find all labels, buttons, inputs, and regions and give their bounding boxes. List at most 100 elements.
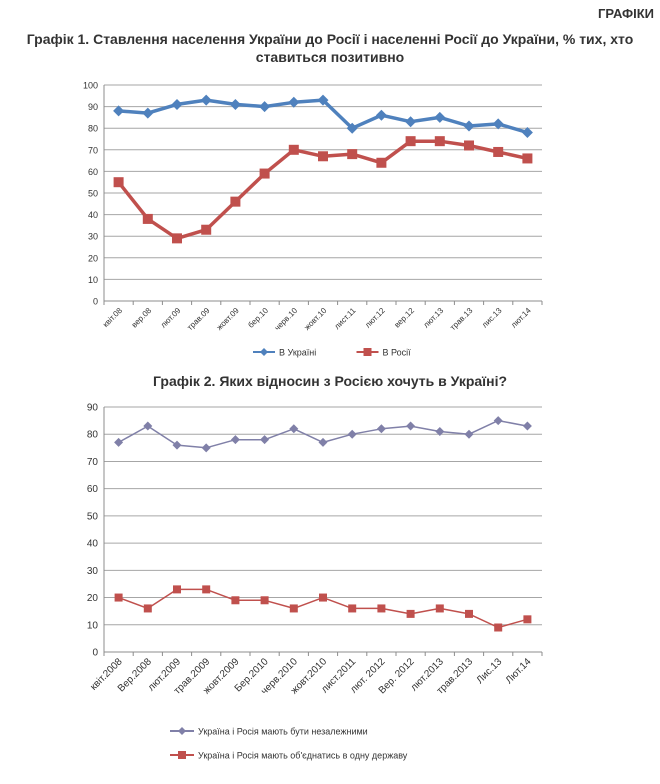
chart-1-x-tick-label: лют.13	[422, 306, 446, 330]
chart-1-series-1-point	[288, 96, 300, 108]
chart-2-series-1-point	[114, 437, 124, 447]
chart-2-series-2-point	[523, 615, 532, 624]
chart-2-series-2-point	[494, 623, 503, 632]
chart-1-series-2-point	[142, 213, 153, 224]
chart-1-y-tick-label: 30	[88, 232, 98, 242]
chart-1-series-2-point	[434, 136, 445, 147]
chart-1-series-1-point	[492, 118, 504, 130]
chart-2-series-2-point	[114, 593, 123, 602]
chart-1-series-2-point	[259, 168, 270, 179]
chart-1-y-tick-label: 100	[83, 81, 98, 91]
chart-1-series-2-point	[405, 136, 416, 147]
chart-2-plot: 0102030405060708090квіт.2008Вер.2008лют.…	[87, 403, 543, 761]
chart-1-y-tick-label: 90	[88, 102, 98, 112]
chart-1-y-tick-label: 70	[88, 145, 98, 155]
chart-2-y-tick-label: 70	[87, 457, 99, 468]
chart-1-series-1-point	[142, 107, 154, 119]
chart-1-x-tick-label: лис.13	[480, 306, 504, 330]
chart-2-series-2-point	[377, 604, 386, 613]
chart-1-legend-marker-2	[363, 348, 372, 356]
chart-1-series-2-point	[113, 177, 124, 188]
chart-2-series-1-point	[376, 424, 386, 434]
chart-1-series-2-point	[230, 196, 241, 207]
chart-1-series-1-point	[113, 105, 125, 117]
chart-2-y-tick-label: 10	[87, 620, 99, 631]
chart-1-y-tick-label: 10	[88, 275, 98, 285]
chart-2-y-tick-label: 80	[87, 430, 99, 441]
chart-2-series-1-point	[347, 429, 357, 439]
chart-1-series-1-point	[405, 116, 417, 128]
chart-2-y-tick-label: 30	[87, 566, 99, 577]
chart-2-series-1-point	[230, 435, 240, 445]
chart-1-plot: 0 10 20 30 40 50 60 70 80 90 100 квіт.08 вер.08 лют.0…	[83, 81, 543, 358]
chart-1-x-tick-label: жовт.10	[302, 306, 328, 332]
chart-2-series-1-point	[143, 421, 153, 431]
chart-1-series-2-point	[318, 151, 328, 162]
chart-1-x-tick-label: лют.14	[509, 306, 533, 330]
chart-1-series-2-point	[288, 144, 299, 155]
chart-1-x-tick-label: трав.13	[448, 306, 475, 333]
chart-1-series-1-point	[521, 127, 533, 139]
chart-1-x-tick-label: черв.10	[273, 306, 300, 333]
chart-1-series-2-point	[347, 149, 358, 160]
chart-2-series-2-point	[143, 604, 152, 613]
chart-2-series-2-point	[289, 604, 298, 613]
chart-2-y-tick-label: 50	[87, 511, 99, 522]
chart-1-series-1-point	[229, 98, 241, 110]
chart-1-y-tick-label: 0	[93, 297, 98, 307]
chart-2-y-tick-label: 90	[87, 403, 99, 414]
chart-1-series-1-point	[259, 101, 271, 113]
chart-1-x-tick-label: жовт.09	[215, 306, 241, 332]
chart-1-x-tick-label: лют.09	[159, 306, 183, 330]
chart-1-series-2-point	[464, 140, 474, 151]
chart-1-series-1-point	[434, 111, 446, 123]
chart-1-legend-label-1: В Україні	[279, 348, 316, 358]
chart-1-x-tick-label: бер.10	[246, 306, 270, 330]
chart-2-series-2-point	[202, 585, 211, 594]
chart-1-x-tick-label: лют.12	[363, 306, 387, 330]
chart-1-y-tick-label: 50	[88, 189, 98, 199]
chart-1-x-tick-label: лист.11	[333, 306, 358, 331]
chart-1-y-tick-label: 80	[88, 124, 98, 134]
chart-1-series-2-point	[522, 153, 533, 164]
chart-2-y-tick-label: 60	[87, 484, 99, 495]
chart-1-legend-label-2: В Росії	[383, 348, 412, 358]
chart-1-series-1-point	[200, 94, 212, 106]
chart-1-title: Графік 1. Ставлення населення України до…	[26, 31, 634, 65]
chart-2-y-tick-label: 20	[87, 593, 99, 604]
chart-2-y-tick-label: 40	[87, 539, 99, 550]
chart-2-series-1-point	[493, 416, 503, 426]
chart-1-series-1-point	[317, 94, 329, 106]
chart-1-series-2-point	[172, 233, 182, 244]
chart-1-x-tick-label: трав.09	[185, 306, 212, 333]
chart-2-series-2-point	[319, 593, 327, 602]
chart-2-series-1-point	[464, 429, 474, 439]
chart-2-series-2-point	[348, 604, 357, 613]
chart-1-x-tick-label: вер.12	[393, 306, 417, 330]
chart-1-y-tick-label: 40	[88, 210, 98, 220]
section-label: ГРАФІКИ	[598, 6, 654, 21]
chart-1-series-2-point	[376, 157, 387, 168]
chart-2-series-1-point	[435, 427, 445, 436]
chart-2-x-tick-label: Лют.14	[504, 656, 534, 686]
chart-2-series-1-point	[406, 421, 416, 431]
chart-2-legend-label-2: Україна і Росія мають об'єднатись в одну…	[198, 751, 408, 761]
chart-2-x-tick-label: Лис.13	[475, 656, 505, 686]
chart-2-series-1-point	[172, 440, 182, 450]
chart-1-series-1-point	[171, 98, 183, 110]
chart-1-series-1-point	[463, 120, 475, 132]
chart-2-y-tick-label: 0	[92, 648, 98, 659]
chart-1-y-tick-label: 20	[88, 253, 98, 263]
chart-2-legend-marker-2	[178, 751, 186, 759]
chart-1-series-1-point	[346, 122, 358, 134]
chart-1-x-tick-label: квіт.08	[101, 306, 124, 329]
chart-1-legend-marker-1	[260, 348, 268, 356]
chart-2-legend-marker-1	[178, 727, 186, 735]
chart-2-series-2-point	[231, 596, 240, 605]
chart-2-series-2-point	[173, 585, 181, 594]
chart-2-series-2-point	[260, 596, 269, 605]
chart-1-y-tick-label: 60	[88, 167, 98, 177]
chart-2-series-1-point	[201, 443, 211, 453]
chart-2-legend-label-1: Україна і Росія мають бути незалежними	[198, 727, 368, 737]
chart-2-title: Графік 2. Яких відносин з Росією хочуть …	[152, 373, 508, 389]
